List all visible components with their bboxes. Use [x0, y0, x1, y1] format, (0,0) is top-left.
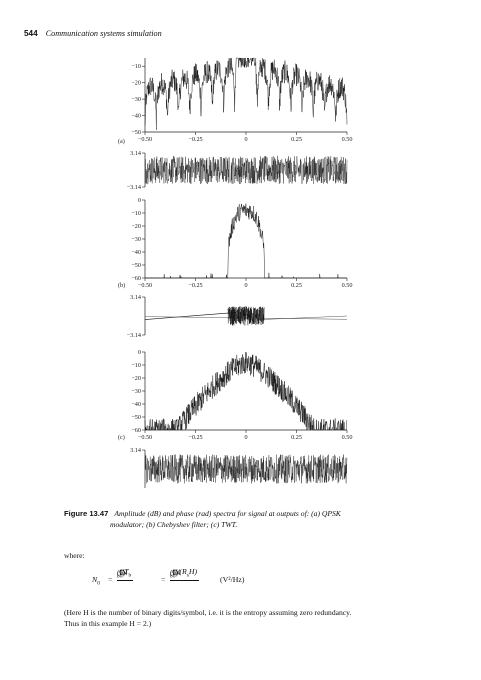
c-phase-trace — [144, 454, 348, 484]
running-title: Communication systems simulation — [45, 29, 162, 38]
b-amp-x-tick-label: 0.50 — [342, 282, 353, 289]
c-amp-x-tick-label: 0 — [244, 434, 247, 441]
b-amp-y-tick-label: 0 — [138, 197, 141, 204]
eq-f2-den-close: ) — [175, 568, 179, 577]
b-amp-x-tick-label: −0.25 — [188, 282, 202, 289]
running-header: 544 Communication systems simulation — [24, 29, 162, 38]
c-amplitude-trace — [144, 351, 348, 431]
a-amp-x-tick-label: −0.25 — [188, 136, 202, 143]
b-amplitude-trace — [145, 203, 347, 279]
eq-f2-num-sub: s — [186, 572, 189, 579]
c-amp-y-tick-label: −40 — [131, 401, 141, 408]
panel-label-a: (a) — [118, 138, 125, 145]
note-line1: (Here H is the number of binary digits/s… — [64, 608, 352, 617]
panel-label-b: (b) — [118, 282, 125, 289]
figure-traces — [144, 57, 348, 484]
a-amp-x-tick-label: 0 — [244, 136, 247, 143]
a-phase-trace — [144, 155, 348, 185]
caption-text-line2: modulator; (b) Chebyshev filter; (c) TWT… — [110, 520, 238, 529]
a-amp-y-tick-label: −40 — [131, 113, 141, 120]
eq-f2-den: (E — [170, 568, 178, 577]
c-amp-y-tick-label: −20 — [131, 375, 141, 382]
figure-13-47: −10−20−30−40−50−0.50 −0.25 0 0.25 0.50(a)3.1… — [118, 57, 352, 488]
b-amp-x-tick-label: 0.25 — [291, 282, 302, 289]
c-amp-y-tick-label: −50 — [131, 414, 141, 421]
a-amp-y-tick-label: −10 — [131, 63, 141, 70]
b-amp-y-tick-label: −60 — [131, 275, 141, 282]
a-amp-y-tick-label: −20 — [131, 80, 141, 87]
c-amp-y-tick-label: 0 — [138, 349, 141, 356]
eq-equals-1: = — [108, 575, 113, 584]
c-amp-y-tick-label: −30 — [131, 388, 141, 395]
note-line2: Thus in this example H = 2.) — [64, 619, 152, 628]
a-amp-y-tick-label: −50 — [131, 129, 141, 136]
page-number: 544 — [24, 29, 38, 38]
c-amp-y-tick-label: −60 — [131, 427, 141, 434]
eq-lhs: N — [92, 575, 98, 584]
b-phase-trace — [227, 306, 265, 326]
eq-f2-den-sub: b — [170, 573, 173, 580]
panel-label-c: (c) — [118, 434, 125, 441]
a-amp-x-tick-label: 0.50 — [342, 136, 353, 143]
b-amp-y-tick-label: −30 — [131, 236, 141, 243]
b-phase-y-tick-label: −3.14 — [127, 332, 141, 339]
eq-equals-2: = — [161, 575, 166, 584]
eq-f2-den-tail: /N — [172, 568, 181, 577]
c-amp-x-tick-label: −0.25 — [188, 434, 202, 441]
a-phase-y-tick-label: 3.14 — [130, 150, 141, 157]
eq-f1-den-sub2: 0 — [119, 573, 123, 580]
eq-f1-num: CT — [119, 567, 129, 576]
a-amp-x-tick-label: −0.50 — [138, 136, 152, 143]
where-text: where: — [64, 551, 85, 560]
b-amp-y-tick-label: −20 — [131, 223, 141, 230]
figure-axes: −10−20−30−40−50−0.50 −0.25 0 0.25 0.50(a)3.1… — [118, 58, 352, 488]
eq-f1-num-sub: b — [128, 572, 132, 579]
b-amp-x-tick-label: −0.50 — [138, 282, 152, 289]
note-paragraph: (Here H is the number of binary digits/s… — [64, 607, 424, 629]
b-amp-y-tick-label: −50 — [131, 262, 141, 269]
eq-f2-num: C/(R — [172, 567, 187, 576]
eq-f2-den-sub2: 0 — [172, 573, 176, 580]
b-amp-y-tick-label: −10 — [131, 210, 141, 217]
eq-f1-den: (E — [117, 568, 125, 577]
eq-f2-num-tail: H) — [188, 567, 198, 576]
a-amp-x-tick-label: 0.25 — [291, 136, 302, 143]
c-amp-x-tick-label: 0.25 — [291, 434, 302, 441]
caption-text-line1: Amplitude (dB) and phase (rad) spectra f… — [114, 509, 341, 518]
b-amp-x-tick-label: 0 — [244, 282, 247, 289]
eq-lhs-sub: 0 — [97, 580, 100, 587]
c-amp-x-tick-label: 0.50 — [342, 434, 353, 441]
b-amp-y-tick-label: −40 — [131, 249, 141, 256]
caption-label: Figure 13.47 — [64, 509, 109, 518]
a-amp-y-tick-label: −30 — [131, 96, 141, 103]
eq-f1-den-sub: b — [117, 573, 120, 580]
a-amplitude-trace — [144, 57, 348, 130]
b-phase-y-tick-label: 3.14 — [130, 294, 141, 301]
a-phase-y-tick-label: −3.14 — [127, 184, 141, 191]
b-phase-line-3 — [260, 315, 348, 320]
eq-f1-den-tail: /N — [119, 568, 128, 577]
eq-f1-den-close: ) — [122, 568, 126, 577]
figure-caption: Figure 13.47 Amplitude (dB) and phase (ra… — [64, 508, 424, 530]
c-phase-y-tick-label: 3.14 — [130, 447, 141, 454]
b-phase-line-1 — [144, 312, 236, 320]
c-amp-y-tick-label: −10 — [131, 362, 141, 369]
eq-unit: (V²/Hz) — [220, 575, 245, 584]
c-amp-x-tick-label: −0.50 — [138, 434, 152, 441]
